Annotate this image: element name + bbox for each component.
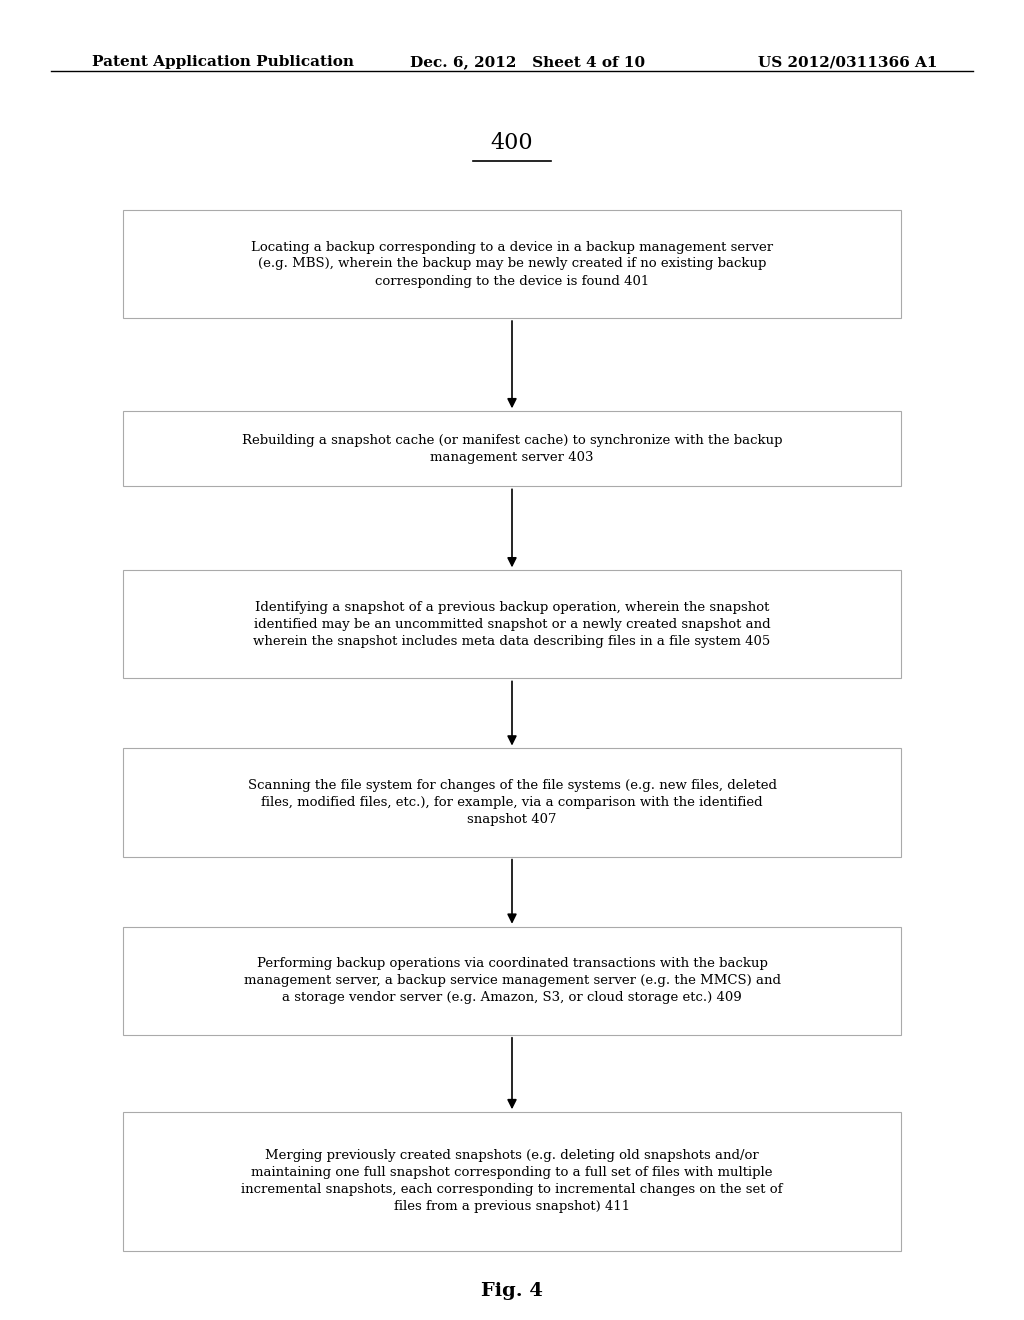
Text: Dec. 6, 2012   Sheet 4 of 10: Dec. 6, 2012 Sheet 4 of 10 bbox=[410, 55, 645, 70]
FancyBboxPatch shape bbox=[123, 210, 901, 318]
FancyBboxPatch shape bbox=[123, 748, 901, 857]
Text: Scanning the file system for changes of the file systems (e.g. new files, delete: Scanning the file system for changes of … bbox=[248, 779, 776, 826]
Point bbox=[467, 153, 479, 169]
Text: Fig. 4: Fig. 4 bbox=[481, 1282, 543, 1300]
Text: Locating a backup corresponding to a device in a backup management server
(e.g. : Locating a backup corresponding to a dev… bbox=[251, 240, 773, 288]
FancyBboxPatch shape bbox=[123, 1111, 901, 1251]
FancyBboxPatch shape bbox=[123, 411, 901, 486]
Text: Patent Application Publication: Patent Application Publication bbox=[92, 55, 354, 70]
Text: Merging previously created snapshots (e.g. deleting old snapshots and/or
maintai: Merging previously created snapshots (e.… bbox=[242, 1150, 782, 1213]
Point bbox=[545, 153, 557, 169]
FancyBboxPatch shape bbox=[123, 570, 901, 678]
Text: US 2012/0311366 A1: US 2012/0311366 A1 bbox=[758, 55, 937, 70]
Text: Performing backup operations via coordinated transactions with the backup
manage: Performing backup operations via coordin… bbox=[244, 957, 780, 1005]
Text: 400: 400 bbox=[490, 132, 534, 153]
Text: Identifying a snapshot of a previous backup operation, wherein the snapshot
iden: Identifying a snapshot of a previous bac… bbox=[253, 601, 771, 648]
FancyBboxPatch shape bbox=[123, 927, 901, 1035]
Text: Rebuilding a snapshot cache (or manifest cache) to synchronize with the backup
m: Rebuilding a snapshot cache (or manifest… bbox=[242, 434, 782, 463]
